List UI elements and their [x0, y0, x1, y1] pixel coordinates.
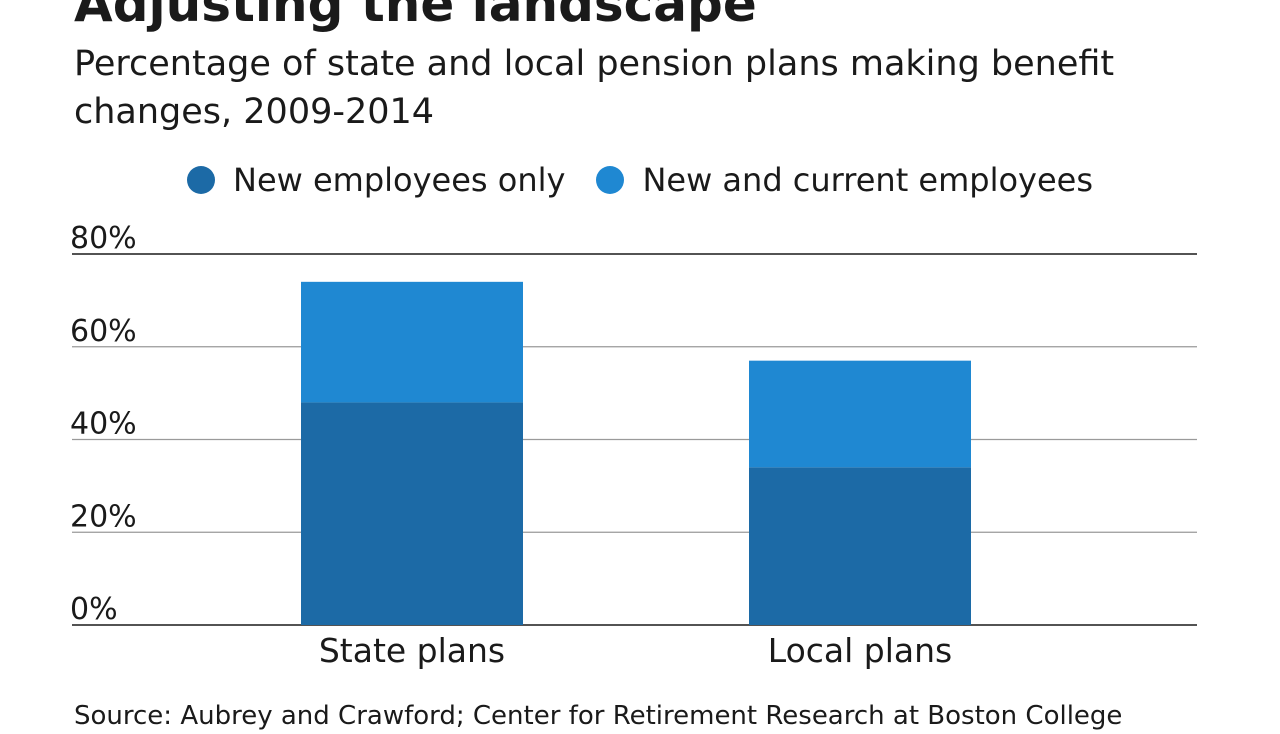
y-tick-label: 40%: [70, 407, 137, 442]
y-tick-label: 60%: [70, 314, 137, 349]
y-tick-label: 80%: [70, 221, 137, 256]
chart-subtitle: Percentage of state and local pension pl…: [74, 44, 1115, 132]
x-category-label: State plans: [319, 631, 505, 670]
bar-new-employees-only-state: [301, 402, 523, 625]
y-tick-label: 20%: [70, 499, 137, 534]
legend-item-new-and-current-employees: New and current employees: [596, 161, 1093, 199]
x-category-label: Local plans: [768, 631, 952, 670]
bar-new-and-current-employees-state: [301, 281, 523, 403]
bar-new-and-current-employees-local: [749, 360, 971, 468]
chart-title: Adjusting the landscape: [74, 0, 757, 33]
legend-item-new-employees-only: New employees only: [187, 161, 565, 199]
legend-swatch-new-and-current-employees: [596, 166, 625, 194]
legend-swatch-new-employees-only: [187, 166, 215, 194]
legend-label-new-employees-only: New employees only: [233, 161, 566, 199]
source-note: Source: Aubrey and Crawford; Center for …: [74, 701, 1123, 731]
legend: New employees only New and current emplo…: [187, 160, 1124, 200]
legend-label-new-and-current-employees: New and current employees: [642, 161, 1094, 199]
bar-new-employees-only-local: [749, 467, 971, 625]
y-tick-label: 0%: [70, 592, 118, 627]
